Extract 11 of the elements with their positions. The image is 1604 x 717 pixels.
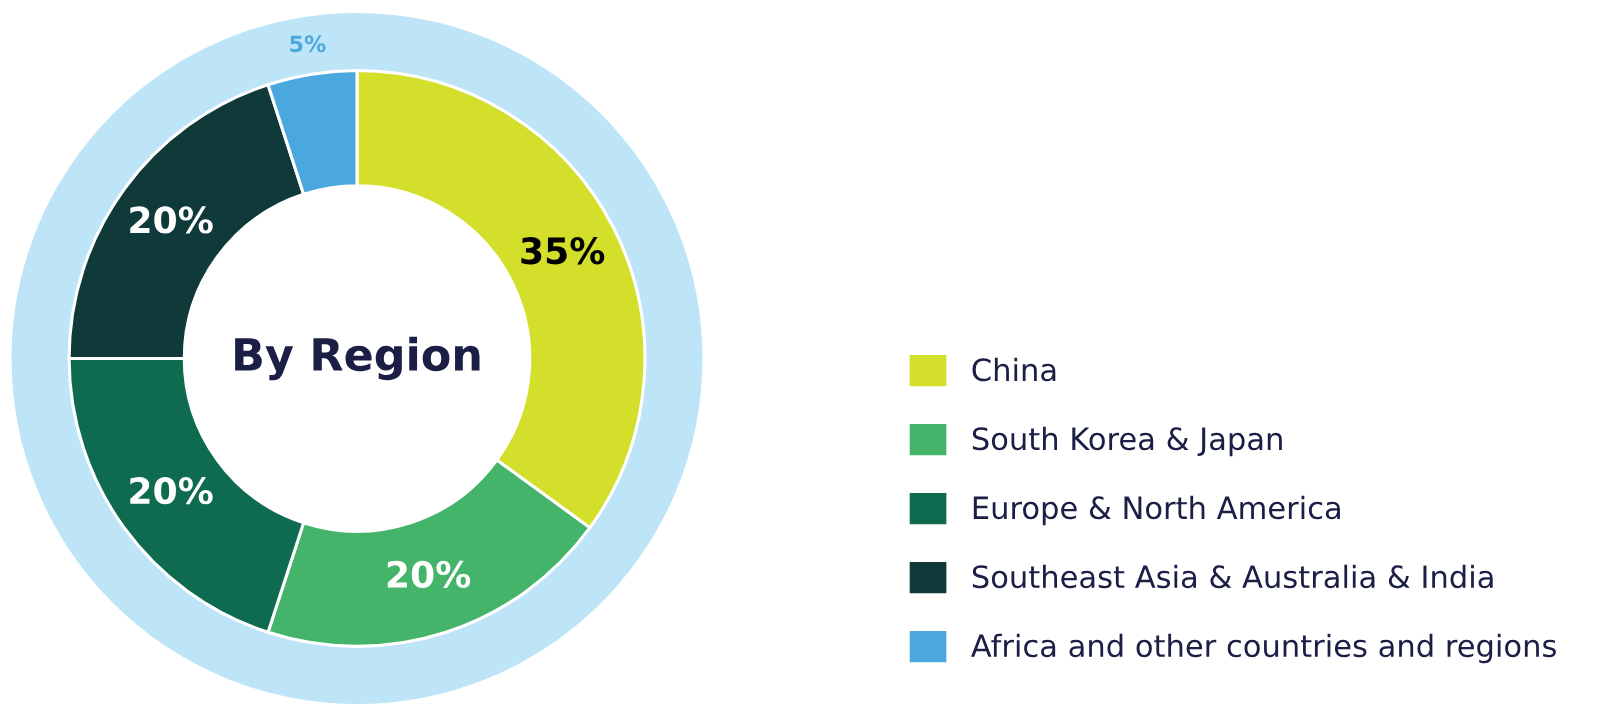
legend-label: Europe & North America <box>973 495 1340 526</box>
legend-label: South Korea & Japan <box>972 426 1282 457</box>
legend-label: Southeast Asia & Australia & India <box>972 564 1493 589</box>
data-label: 35% <box>521 237 605 265</box>
text: By Region <box>235 336 480 381</box>
data-label: 20% <box>130 206 213 234</box>
legend-label: China <box>972 357 1056 382</box>
data-label: 20% <box>130 477 213 505</box>
legend-label: Africa and other countries and regions <box>971 633 1556 664</box>
data-label: 20% <box>387 560 471 589</box>
data-label: 5% <box>290 35 326 53</box>
